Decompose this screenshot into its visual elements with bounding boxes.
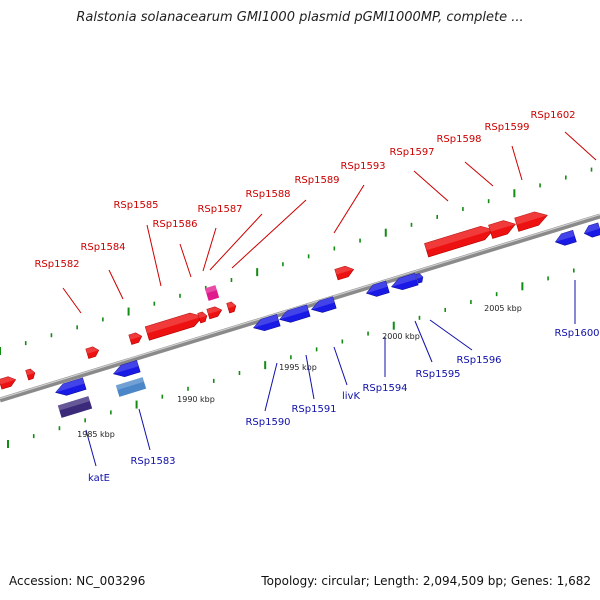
gene-arrow-rsp1594	[391, 273, 419, 291]
gene-arrow	[206, 306, 223, 320]
leader-line	[464, 161, 494, 187]
gene-block-steelblue	[115, 377, 147, 397]
gene-label-forward: RSp1599	[484, 122, 529, 133]
leader-line	[333, 346, 348, 386]
gene-label-forward: RSp1602	[530, 110, 575, 121]
gene-arrow	[197, 311, 208, 324]
scale-label: 1990 kbp	[177, 395, 215, 404]
tick-row-upper	[0, 167, 593, 355]
gene-label-forward: RSp1585	[113, 200, 158, 211]
gene-arrow	[128, 332, 143, 345]
gene-label-forward: RSp1586	[152, 219, 197, 230]
leader-line	[179, 243, 192, 278]
leader-line	[138, 408, 151, 451]
gene-label-reverse: RSp1590	[245, 417, 290, 428]
gene-arrow	[415, 273, 424, 284]
leader-line	[85, 429, 97, 467]
gene-label-forward: RSp1593	[340, 161, 385, 172]
gene-label-reverse: RSp1591	[291, 404, 336, 415]
gene-features	[0, 211, 600, 418]
leader-line	[264, 362, 278, 412]
gene-label-reverse: RSp1583	[130, 456, 175, 467]
leader-line	[305, 354, 315, 400]
scale-label: 2005 kbp	[484, 304, 522, 313]
gene-block-darkpurple	[57, 396, 93, 418]
leader-line	[231, 199, 307, 269]
gene-arrow-rsp1598	[488, 220, 516, 239]
gene-arrow	[253, 314, 281, 332]
gene-labels: RSp1582RSp1584RSp1585RSp1586RSp1587RSp15…	[34, 110, 599, 484]
gene-arrow-rsp1599	[514, 211, 548, 232]
gene-label-reverse: RSp1595	[415, 369, 460, 380]
gene-label-reverse: RSp1600	[554, 328, 599, 339]
gene-arrow-rsp1597	[424, 226, 495, 258]
label-leaders	[62, 131, 597, 467]
gene-arrow	[0, 376, 17, 390]
gene-label-forward: RSp1589	[294, 175, 339, 186]
gene-label-forward: RSp1588	[245, 189, 290, 200]
gene-label-forward: RSp1582	[34, 259, 79, 270]
gene-label-forward: RSp1597	[389, 147, 434, 158]
gene-arrow	[226, 301, 237, 314]
leader-line	[333, 184, 365, 234]
leader-line	[202, 227, 217, 272]
scale-label: 1995 kbp	[279, 363, 317, 372]
gene-arrow	[85, 346, 100, 359]
gene-arrow-rsp1583	[113, 360, 141, 378]
gene-label-reverse: livK	[342, 391, 360, 402]
gene-label-forward: RSp1587	[197, 204, 242, 215]
scale-label: 1985 kbp	[77, 430, 115, 439]
genome-summary: Topology: circular; Length: 2,094,509 bp…	[261, 574, 591, 588]
gene-label-forward: RSp1584	[80, 242, 125, 253]
leader-line	[429, 319, 473, 351]
leader-line	[564, 131, 597, 161]
tick-row-lower	[7, 268, 575, 448]
leader-line	[413, 170, 449, 202]
gene-label-forward: RSp1598	[436, 134, 481, 145]
leader-line	[146, 224, 162, 287]
leader-line	[414, 320, 433, 363]
scale-labels: 1985 kbp 1990 kbp 1995 kbp 2000 kbp 2005 kbp	[77, 304, 522, 439]
gene-block-magenta	[204, 285, 220, 301]
map-title: Ralstonia solanacearum GMI1000 plasmid p…	[76, 10, 524, 25]
gene-label-reverse: RSp1594	[362, 383, 407, 394]
gene-arrow-katE	[55, 377, 87, 396]
accession-text: Accession: NC_003296	[9, 574, 146, 588]
gene-arrow	[25, 368, 36, 381]
gene-arrow-rsp1591	[310, 296, 337, 313]
gene-label-reverse: RSp1596	[456, 355, 501, 366]
leader-line	[108, 269, 124, 300]
genome-backbone-highlight	[0, 213, 600, 400]
scale-label: 2000 kbp	[382, 332, 420, 341]
leader-line	[511, 145, 523, 181]
gene-arrow-livK	[365, 280, 390, 297]
gene-arrow	[583, 222, 600, 238]
leader-line	[209, 213, 263, 271]
gene-arrow-rsp1600	[554, 229, 577, 246]
gene-arrow-rsp1584	[144, 312, 204, 341]
gene-arrow	[334, 265, 355, 281]
gene-arrow-rsp1590	[279, 304, 311, 323]
leader-line	[62, 287, 82, 314]
gene-label-reverse: katE	[88, 473, 110, 484]
